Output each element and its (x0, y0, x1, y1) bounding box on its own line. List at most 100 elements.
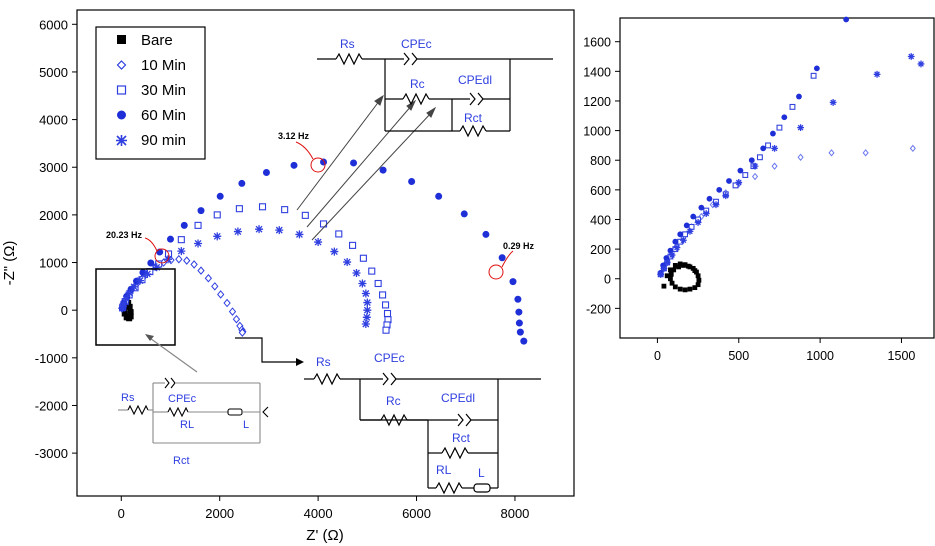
main-point-10-min (232, 314, 241, 324)
resistor-rc-bottom (380, 413, 408, 427)
inductor-l-left (227, 408, 243, 416)
annotation-leader-20hz (144, 237, 158, 252)
inset-point-bare (682, 287, 688, 293)
inset-point-bare (696, 277, 702, 283)
inset-point-bare (676, 264, 681, 270)
main-point-60-min (520, 337, 528, 345)
inset-point-60-min (706, 195, 713, 202)
main-point-90-min (118, 304, 127, 313)
inset-point-30-min (765, 142, 772, 149)
main-point-60-min (516, 328, 524, 336)
resistor-rl-bottom (435, 481, 463, 495)
main-x-tick-label: 4000 (304, 506, 333, 521)
main-point-30-min (335, 230, 343, 238)
inset-point-90-min (722, 192, 730, 200)
main-point-30-min (281, 206, 289, 214)
circuit-top-cpedl-label: CPEdl (458, 73, 492, 87)
inset-point-10-min (828, 149, 835, 157)
inset-y-tick-label: 600 (590, 184, 611, 198)
main-point-90-min (255, 225, 264, 234)
inset-point-bare (677, 286, 683, 292)
inset-point-90-min (712, 201, 720, 209)
main-point-60-min (379, 166, 387, 174)
main-point-90-min (361, 289, 370, 298)
inset-point-90-min (771, 144, 778, 152)
main-point-60-min (262, 168, 270, 176)
inset-point-90-min (686, 227, 694, 235)
inset-point-bare (695, 273, 701, 279)
inset-plot-frame (619, 17, 935, 339)
inset-y-tick-label: 1000 (583, 125, 611, 139)
main-point-90-min (363, 298, 372, 307)
resistor-rs-top (335, 52, 363, 66)
main-point-30-min (359, 254, 367, 262)
inset-x-tick-label: 1500 (888, 349, 916, 363)
main-point-90-min (343, 258, 352, 267)
inset-point-60-min (770, 130, 776, 137)
main-point-30-min (235, 205, 243, 213)
cpe-c-bottom (382, 372, 397, 386)
main-point-60-min (180, 221, 188, 229)
inset-y-tick-label: -200 (586, 302, 611, 316)
annotation-3hz: 3.12 Hz (278, 131, 326, 173)
inset-point-bare (685, 263, 691, 269)
circuit-bottom-rs-label: Rs (316, 355, 331, 369)
main-x-tick-label: 8000 (500, 506, 529, 521)
main-point-30-min (382, 326, 390, 334)
main-point-30-min (349, 241, 357, 249)
inset-point-10-min (909, 144, 916, 153)
main-series-90-min (118, 225, 372, 328)
main-point-60-min (238, 179, 246, 187)
inset-y-tick-label: 0 (604, 273, 611, 287)
main-y-tick-label: -2000 (35, 398, 68, 413)
main-x-tick-label: 6000 (402, 506, 431, 521)
main-series-10-min (118, 254, 247, 337)
inset-y-tick-label: 800 (590, 154, 611, 168)
main-point-60-min (216, 192, 224, 200)
main-point-10-min (175, 254, 183, 264)
main-point-60-min (509, 278, 517, 286)
legend-marker-60min (117, 110, 126, 120)
main-point-90-min (135, 276, 144, 285)
inset-point-60-min (748, 157, 755, 164)
main-point-30-min (381, 301, 390, 309)
inset-point-bare (677, 261, 683, 267)
inset-point-30-min (756, 154, 763, 161)
main-point-30-min (374, 279, 382, 288)
legend-label-10min: 10 Min (141, 57, 186, 74)
resistor-rct-top (459, 124, 487, 138)
inset-point-60-min (716, 186, 723, 193)
circuit-bottom-rl-label: RL (436, 463, 452, 477)
legend-marker-90min (116, 135, 127, 146)
annotation-label-3hz: 3.12 Hz (278, 131, 310, 141)
inset-point-30-min (789, 103, 796, 110)
main-point-90-min (119, 299, 128, 308)
inset-point-bare (681, 263, 686, 268)
main-point-90-min (363, 306, 372, 315)
main-point-30-min (368, 267, 376, 275)
inset-point-90-min (907, 53, 915, 60)
main-point-30-min (194, 221, 202, 229)
main-point-90-min (122, 294, 131, 303)
main-point-10-min (183, 256, 191, 265)
main-plot-frame (76, 9, 575, 497)
main-point-90-min (125, 289, 134, 298)
legend-label-bare: Bare (141, 32, 173, 49)
circuit-top-rs-label: Rs (340, 37, 355, 51)
inset-x-tick-label: 1000 (806, 349, 834, 363)
bottom-circuit-connector (235, 337, 296, 363)
main-point-60-min (197, 207, 205, 215)
circuit-pointer-arrows (296, 94, 437, 241)
inset-y-tick-label: 400 (590, 213, 611, 227)
circuit-bottom-rct-label: Rct (452, 431, 471, 445)
inductor-l-bottom (473, 483, 491, 493)
main-point-90-min (233, 227, 242, 236)
main-point-60-min (498, 254, 506, 262)
main-point-60-min (320, 158, 328, 166)
legend: Bare 10 Min 30 Min 60 Min 90 min (95, 26, 206, 160)
main-point-60-min (290, 161, 298, 169)
inset-point-90-min (680, 236, 687, 244)
cpe-c-left (164, 377, 176, 389)
inset-point-10-min (751, 172, 759, 181)
main-point-60-min (166, 235, 174, 243)
